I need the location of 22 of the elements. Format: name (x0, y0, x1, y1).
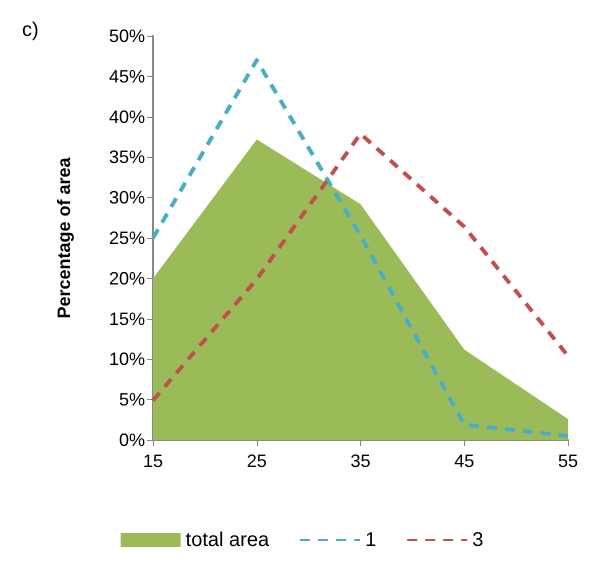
y-tick-label: 20% (108, 268, 145, 288)
x-tick-label: 15 (142, 451, 164, 471)
y-tick-label: 25% (108, 228, 145, 248)
x-tick-label: 25 (246, 451, 267, 471)
y-tick-label: 35% (108, 147, 145, 168)
y-tick-label: 5% (118, 390, 145, 410)
x-tick-label: 55 (558, 451, 578, 471)
y-tick-label: 50% (108, 26, 145, 46)
x-tick-label: 45 (454, 451, 474, 471)
y-axis-title: Percentage of area (54, 156, 74, 319)
legend-label: 3 (472, 529, 484, 551)
y-tick-label: 45% (108, 66, 145, 86)
y-tick-label: 15% (108, 308, 145, 329)
legend-label: 1 (365, 529, 376, 551)
line-series (151, 58, 570, 438)
y-tick-label: 0% (118, 430, 145, 450)
x-tick-label: 35 (350, 451, 371, 471)
y-tick-label: 40% (108, 106, 145, 127)
legend-label: total area (186, 529, 270, 551)
text: c) (22, 19, 39, 41)
y-tick-label: 30% (108, 188, 145, 208)
y-tick-label: 10% (108, 349, 145, 370)
